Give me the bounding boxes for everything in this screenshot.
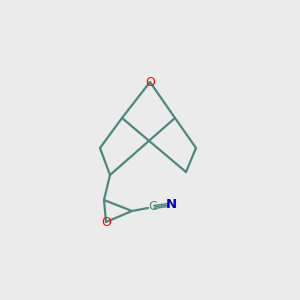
Text: N: N [165,199,177,212]
Text: C: C [148,200,158,214]
Text: O: O [101,215,111,229]
Text: O: O [145,76,155,88]
